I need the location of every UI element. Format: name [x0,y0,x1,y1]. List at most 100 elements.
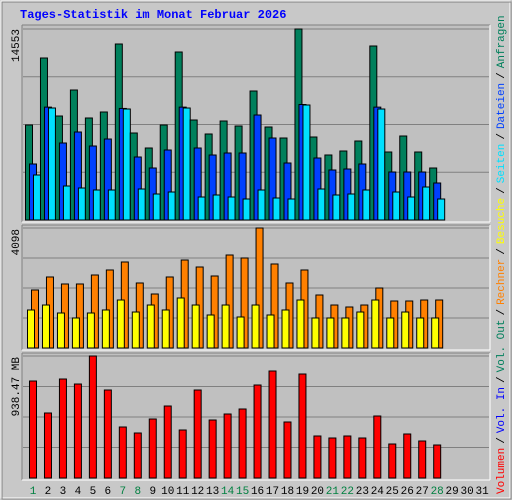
bar [208,419,217,479]
bar [257,189,266,221]
legend-entry: Rechner [496,259,508,305]
x-tick-label: 19 [296,486,309,498]
x-tick-label: 26 [401,486,414,498]
x-tick-label: 20 [311,486,324,498]
bar [227,196,236,221]
legend-separator: / [496,187,508,194]
x-tick-label: 21 [326,486,340,498]
bar [71,317,80,349]
bar [358,437,367,479]
bar [161,309,170,349]
legend-separator: / [496,376,508,383]
x-tick-label: 10 [161,486,174,498]
legend-entry: Seiten [496,144,508,184]
x-tick-label: 27 [416,486,429,498]
bar [317,188,326,221]
bar [311,317,320,349]
x-tick-label: 16 [251,486,264,498]
legend-entry: Dateien [496,83,508,129]
bar [176,297,185,349]
x-tick-label: 17 [266,486,279,498]
chart-title: Tages-Statistik im Monat Februar 2026 [20,8,286,22]
bar [392,191,401,221]
x-tick-label: 28 [431,486,444,498]
bar [178,429,187,479]
bar [403,433,412,479]
bar [313,435,322,479]
bar [332,194,341,221]
x-tick-label: 1 [30,486,37,498]
bar [302,104,311,221]
bar [73,383,82,479]
bar [242,198,251,221]
bar [266,314,275,349]
x-tick-label: 13 [206,486,219,498]
bar [221,304,230,349]
bar [236,316,245,349]
bar [29,380,37,479]
legend-separator: / [496,248,508,255]
bar [58,378,67,479]
bar [251,304,260,349]
x-tick-label: 14 [221,486,235,498]
y-tick-label: 4098 [11,229,23,255]
bar [347,193,356,221]
bar [401,311,410,349]
bar [281,309,290,349]
bar [377,108,386,221]
legend-entry: Volumen [496,448,508,494]
y-tick-label: 938.47 MB [11,357,23,417]
bar [431,317,440,349]
legend: Volumen / Vol. In / Vol. Out / Rechner / Besuche… [496,15,508,494]
bar [268,370,277,479]
x-tick-label: 5 [90,486,97,498]
bar [326,317,335,349]
bar [287,198,296,221]
bar [191,304,200,349]
bar [43,412,52,479]
bar [341,317,350,349]
x-tick-label: 25 [386,486,399,498]
bar [163,405,172,479]
bar [122,108,131,221]
x-tick-label: 2 [45,486,52,498]
bar [41,304,50,349]
legend-separator: / [496,309,508,316]
x-tick-label: 4 [75,486,82,498]
bar [193,389,202,479]
legend-separator: / [496,72,508,79]
bar [47,107,56,221]
bar [92,189,101,221]
bar [407,196,416,221]
bar [197,196,206,221]
bar [296,299,305,349]
bar [283,421,292,479]
x-tick-label: 24 [371,486,385,498]
x-tick-label: 9 [149,486,156,498]
x-tick-label: 30 [461,486,474,498]
bar [137,188,146,221]
bar [416,317,425,349]
bar [152,193,161,221]
bar [77,187,86,221]
legend-separator: / [496,133,508,140]
bar [148,418,157,479]
bar [27,309,35,349]
bar [56,312,65,349]
bar [253,384,262,479]
bar [433,444,442,479]
bar [88,355,97,479]
x-tick-label: 12 [191,486,204,498]
bar [116,299,125,349]
bar [167,191,176,221]
bar [118,426,127,479]
bar [343,435,352,479]
bar [58,142,67,221]
bar [437,198,446,221]
x-tick-label: 11 [176,486,190,498]
bar [328,437,337,479]
legend-entry: Anfragen [496,15,508,68]
bar [212,194,221,221]
legend-separator: / [496,437,508,444]
bar [33,174,41,221]
